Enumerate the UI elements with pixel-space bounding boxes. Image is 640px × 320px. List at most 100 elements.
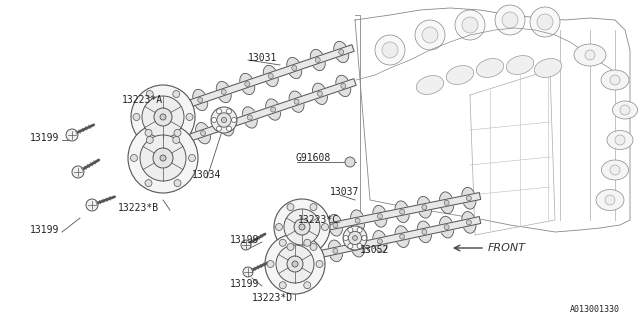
Circle shape xyxy=(173,136,180,143)
Circle shape xyxy=(211,107,237,133)
Ellipse shape xyxy=(601,70,629,90)
Ellipse shape xyxy=(596,189,624,211)
Circle shape xyxy=(357,228,362,233)
Ellipse shape xyxy=(312,83,328,104)
Circle shape xyxy=(275,223,282,230)
Circle shape xyxy=(615,135,625,145)
Circle shape xyxy=(495,5,525,35)
Ellipse shape xyxy=(169,97,184,119)
Circle shape xyxy=(357,244,362,249)
Ellipse shape xyxy=(196,123,211,144)
Circle shape xyxy=(274,199,330,255)
Circle shape xyxy=(173,91,180,98)
Ellipse shape xyxy=(417,196,431,218)
Circle shape xyxy=(610,165,620,175)
Ellipse shape xyxy=(240,73,255,95)
Circle shape xyxy=(348,228,353,233)
Circle shape xyxy=(310,244,317,251)
Circle shape xyxy=(605,195,615,205)
Circle shape xyxy=(378,214,382,219)
Circle shape xyxy=(160,155,166,161)
Text: 13199: 13199 xyxy=(230,279,259,289)
Ellipse shape xyxy=(263,65,278,87)
Circle shape xyxy=(620,105,630,115)
Ellipse shape xyxy=(395,201,410,223)
Text: G91608: G91608 xyxy=(296,153,332,163)
Circle shape xyxy=(333,248,338,253)
Circle shape xyxy=(345,157,355,167)
Circle shape xyxy=(287,244,294,251)
Circle shape xyxy=(444,200,449,205)
Circle shape xyxy=(399,209,404,214)
Circle shape xyxy=(355,218,360,223)
Ellipse shape xyxy=(372,230,387,252)
Circle shape xyxy=(343,226,367,250)
Ellipse shape xyxy=(461,212,476,233)
Circle shape xyxy=(271,107,276,112)
Ellipse shape xyxy=(440,216,454,238)
Circle shape xyxy=(128,123,198,193)
Circle shape xyxy=(467,220,472,225)
Circle shape xyxy=(217,113,231,127)
Circle shape xyxy=(276,245,314,283)
Circle shape xyxy=(174,180,181,187)
Circle shape xyxy=(268,74,273,78)
Ellipse shape xyxy=(506,56,534,75)
Circle shape xyxy=(585,50,595,60)
Circle shape xyxy=(145,129,152,136)
Circle shape xyxy=(211,117,216,123)
Circle shape xyxy=(147,136,153,143)
Circle shape xyxy=(333,223,338,228)
Text: 13199: 13199 xyxy=(30,133,60,143)
Circle shape xyxy=(287,256,303,272)
Circle shape xyxy=(279,239,286,246)
Circle shape xyxy=(131,155,138,162)
Circle shape xyxy=(232,117,237,123)
Circle shape xyxy=(455,10,485,40)
Circle shape xyxy=(294,219,310,235)
Circle shape xyxy=(316,58,320,62)
Circle shape xyxy=(382,42,398,58)
Circle shape xyxy=(502,12,518,28)
Text: 13052: 13052 xyxy=(360,245,389,255)
Ellipse shape xyxy=(476,59,504,77)
Polygon shape xyxy=(301,193,481,236)
Circle shape xyxy=(200,131,205,136)
Polygon shape xyxy=(167,79,356,148)
Circle shape xyxy=(310,253,316,258)
Circle shape xyxy=(174,106,179,110)
Ellipse shape xyxy=(219,115,234,136)
Circle shape xyxy=(145,180,152,187)
Text: 13223*A: 13223*A xyxy=(122,95,163,105)
Text: 13031: 13031 xyxy=(248,53,277,63)
Text: 13034: 13034 xyxy=(192,170,221,180)
Ellipse shape xyxy=(574,44,606,66)
Ellipse shape xyxy=(395,226,410,247)
Text: 13037: 13037 xyxy=(330,187,360,197)
Ellipse shape xyxy=(266,99,281,120)
Ellipse shape xyxy=(243,107,257,128)
Circle shape xyxy=(72,166,84,178)
Circle shape xyxy=(174,129,181,136)
Circle shape xyxy=(177,139,182,144)
Circle shape xyxy=(279,282,286,289)
Circle shape xyxy=(147,91,153,98)
Circle shape xyxy=(160,114,166,120)
Circle shape xyxy=(362,236,367,241)
Circle shape xyxy=(348,244,353,249)
Polygon shape xyxy=(301,217,481,261)
Circle shape xyxy=(243,267,253,277)
Circle shape xyxy=(247,115,252,120)
Circle shape xyxy=(310,227,316,232)
Circle shape xyxy=(316,260,323,268)
Circle shape xyxy=(198,98,203,102)
Circle shape xyxy=(284,209,320,245)
Polygon shape xyxy=(164,45,354,115)
Circle shape xyxy=(530,7,560,37)
Circle shape xyxy=(348,231,362,244)
Ellipse shape xyxy=(440,192,454,214)
Ellipse shape xyxy=(328,214,342,236)
Ellipse shape xyxy=(351,235,365,257)
Ellipse shape xyxy=(172,131,187,152)
Circle shape xyxy=(244,82,250,86)
